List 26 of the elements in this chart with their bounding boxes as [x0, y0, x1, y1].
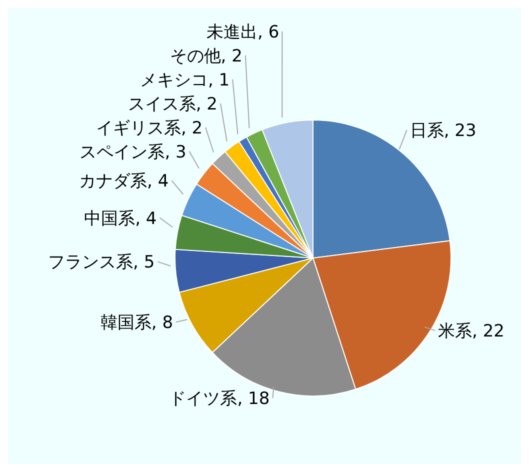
slice-label: メキシコ	[140, 70, 208, 90]
data-label: , 2	[220, 46, 242, 66]
slice-label: 韓国系	[100, 313, 152, 334]
data-label: , 18	[237, 389, 270, 410]
slice-label: フランス系	[48, 252, 134, 273]
slice-label: スペイン系	[80, 142, 165, 162]
data-label: , 4	[135, 208, 157, 229]
slice-label: カナダ系	[79, 172, 148, 192]
slice-label: 中国系	[84, 208, 136, 229]
slice-label: 米系	[438, 322, 472, 342]
data-label: , 4	[147, 172, 169, 192]
data-label: , 6	[258, 22, 280, 42]
slice-label: スイス系	[128, 94, 196, 114]
data-label: , 22	[472, 322, 504, 342]
slice-label: 未進出	[206, 22, 258, 42]
slice-label: イギリス系	[96, 118, 181, 138]
data-label: , 2	[180, 118, 203, 138]
data-label: , 2	[196, 94, 218, 114]
data-label: , 3	[164, 142, 186, 162]
slice-label: ドイツ系	[169, 389, 238, 410]
data-label: , 5	[133, 252, 155, 273]
data-label: , 23	[444, 120, 476, 141]
slice-label: その他	[170, 46, 221, 66]
data-label: , 8	[151, 313, 174, 334]
slice-label: 日系	[410, 120, 444, 141]
data-label: , 1	[208, 70, 230, 90]
